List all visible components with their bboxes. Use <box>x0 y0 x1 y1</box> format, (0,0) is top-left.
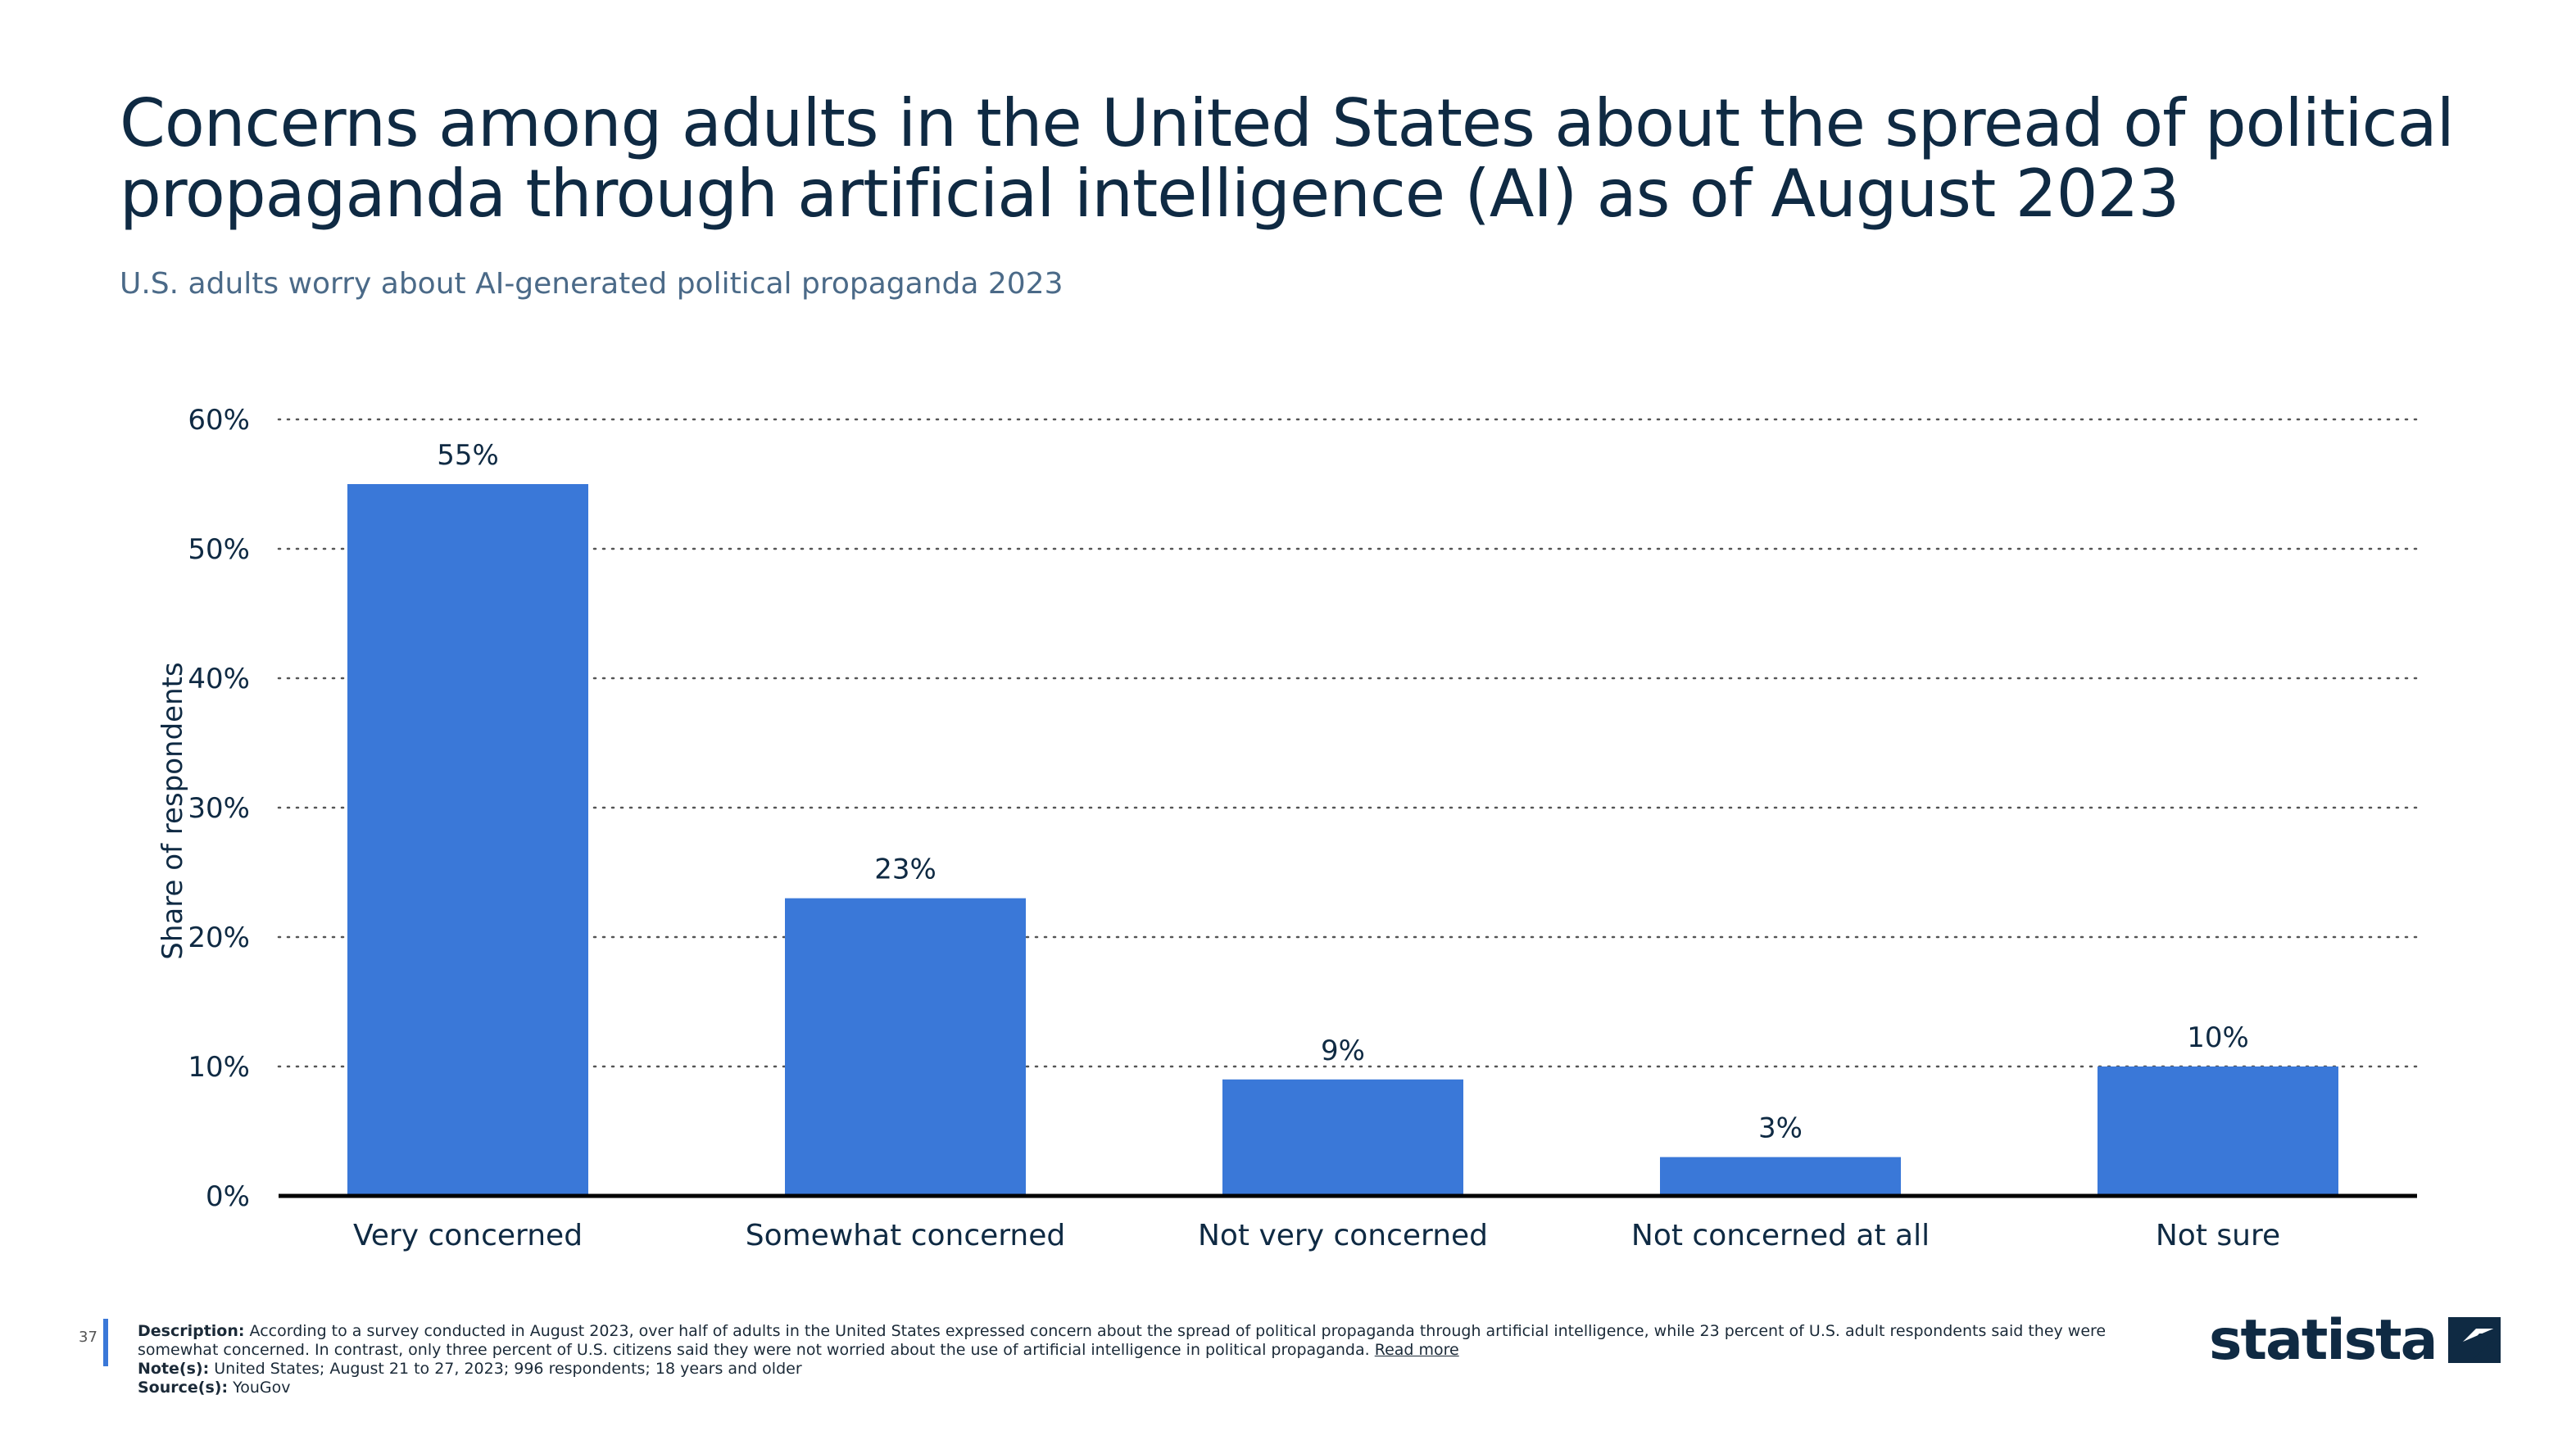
notes-label: Note(s): <box>138 1360 210 1378</box>
data-label: 23% <box>874 854 937 886</box>
bar[interactable] <box>2098 1066 2338 1196</box>
data-label: 55% <box>437 439 499 472</box>
y-tick-label: 10% <box>188 1051 250 1084</box>
footer-accent-bar <box>103 1319 108 1366</box>
y-tick-label: 60% <box>188 404 250 437</box>
data-label: 3% <box>1758 1112 1803 1145</box>
bar[interactable] <box>347 484 588 1196</box>
description-text: According to a survey conducted in Augus… <box>138 1322 2107 1359</box>
y-tick-label: 20% <box>188 922 250 954</box>
page-number: 37 <box>79 1329 98 1346</box>
statista-logo[interactable]: statista <box>2209 1307 2501 1373</box>
chart-subtitle: U.S. adults worry about AI-generated pol… <box>120 267 1064 301</box>
logo-text: statista <box>2209 1307 2438 1373</box>
chart-title: Concerns among adults in the United Stat… <box>120 85 2455 232</box>
y-tick-label: 50% <box>188 533 250 566</box>
source-label: Source(s): <box>138 1379 229 1397</box>
x-tick-label: Not sure <box>2156 1219 2280 1252</box>
read-more-link[interactable]: Read more <box>1374 1341 1459 1359</box>
y-tick-label: 40% <box>188 663 250 695</box>
x-tick-label: Very concerned <box>353 1219 583 1252</box>
bar[interactable] <box>1660 1157 1901 1196</box>
description-label: Description: <box>138 1322 245 1340</box>
x-axis-labels: Very concerned Somewhat concerned Not very… <box>353 1219 2280 1252</box>
description-line: Description: According to a survey condu… <box>138 1322 2145 1360</box>
source-line: Source(s): YouGov <box>138 1379 2145 1397</box>
x-tick-label: Somewhat concerned <box>746 1219 1066 1252</box>
bar[interactable] <box>785 898 1026 1196</box>
y-tick-label: 30% <box>188 792 250 825</box>
x-tick-label: Not concerned at all <box>1631 1219 1930 1252</box>
bar-chart: 0% 10% 20% 30% 40% 50% 60% 55% 23% 9% 3% 10% Very … <box>156 404 2419 1252</box>
y-tick-label: 0% <box>206 1180 250 1213</box>
y-axis-label: Share of respondents <box>156 662 189 959</box>
x-tick-label: Not very concerned <box>1198 1219 1488 1252</box>
statista-logo-icon <box>2447 1317 2501 1363</box>
bars <box>347 484 2338 1196</box>
footer-notes: Description: According to a survey condu… <box>138 1322 2145 1397</box>
y-axis-ticks: 0% 10% 20% 30% 40% 50% 60% <box>188 404 250 1213</box>
grid-lines <box>277 418 2419 1068</box>
bar[interactable] <box>1222 1079 1463 1196</box>
data-label: 9% <box>1321 1035 1365 1067</box>
notes-line: Note(s): United States; August 21 to 27,… <box>138 1360 2145 1379</box>
notes-text: United States; August 21 to 27, 2023; 99… <box>214 1360 802 1378</box>
value-labels: 55% 23% 9% 3% 10% <box>437 439 2249 1145</box>
source-text: YouGov <box>233 1379 291 1397</box>
data-label: 10% <box>2187 1021 2249 1054</box>
